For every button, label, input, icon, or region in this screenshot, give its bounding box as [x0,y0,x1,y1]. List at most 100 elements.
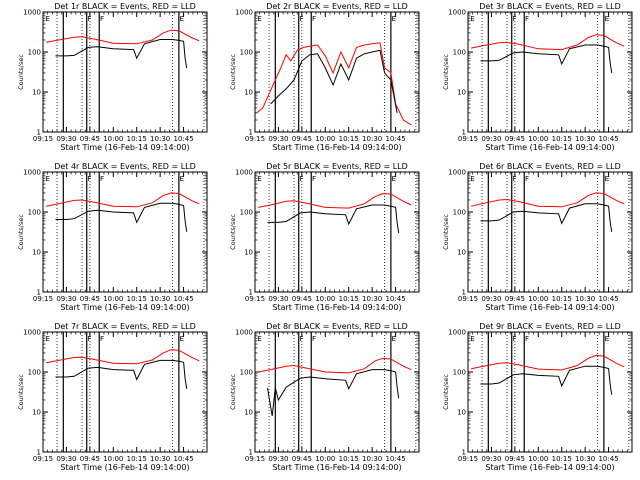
x-tick-label: 10:15 [339,455,359,463]
lld-rate-line [470,34,625,51]
y-tick-label: 1 [37,129,41,137]
y-tick-label: 1 [249,129,253,137]
x-tick-label: 09:30 [481,455,501,463]
x-tick-label: 09:45 [292,455,312,463]
lld-rate-line [470,354,625,371]
x-tick-label: 09:45 [80,135,100,143]
x-tick-label: 09:30 [268,295,288,303]
x-tick-label: 09:15 [33,135,53,143]
panel-title: Det 3r BLACK = Events, RED = LLD [479,2,621,11]
x-tick-label: 10:30 [362,295,382,303]
flag-label: E [470,15,474,23]
y-tick-label: 10 [244,89,253,97]
flag-label: F [100,15,104,23]
event-rate-line [480,365,613,395]
x-axis-label: Start Time (16-Feb-14 09:14:00) [60,303,189,312]
x-tick-label: 09:15 [33,455,53,463]
x-axis-label: Start Time (16-Feb-14 09:14:00) [60,463,189,472]
flag-label: E [180,15,184,23]
y-tick-label: 100 [240,369,253,377]
x-tick-label: 10:15 [127,135,147,143]
flag-label: E [45,175,49,183]
x-axis-label: Start Time (16-Feb-14 09:14:00) [485,463,614,472]
flag-label: F [513,175,517,183]
y-tick-label: 1000 [23,9,41,17]
y-axis-label: Counts/sec [442,54,450,90]
panel-title: Det 5r BLACK = Events, RED = LLD [266,162,408,171]
x-tick-label: 10:45 [385,455,405,463]
flag-label: E [605,335,609,343]
axes-frame [42,331,208,453]
x-tick-label: 10:00 [103,295,123,303]
flag-label: F [88,15,92,23]
axes-frame [42,171,208,293]
y-tick-label: 1000 [235,329,253,337]
x-tick-label: 10:00 [528,295,548,303]
x-axis-label: Start Time (16-Feb-14 09:14:00) [272,463,401,472]
flag-label: F [300,15,304,23]
event-rate-line [270,49,398,113]
flag-label: F [100,175,104,183]
flag-label: F [100,335,104,343]
y-tick-label: 10 [32,89,41,97]
x-tick-label: 10:45 [598,455,618,463]
event-rate-line [55,39,188,68]
axes-frame [467,171,633,293]
x-tick-label: 09:45 [505,295,525,303]
flag-label: E [392,15,396,23]
x-tick-label: 10:30 [150,135,170,143]
x-tick-label: 09:15 [33,295,53,303]
axes-frame [254,331,420,453]
flag-label: E [180,335,184,343]
y-axis-label: Counts/sec [17,374,25,410]
y-tick-label: 1000 [448,329,466,337]
x-tick-label: 10:15 [339,135,359,143]
x-tick-label: 10:45 [598,135,618,143]
flag-label: E [470,175,474,183]
x-axis-label: Start Time (16-Feb-14 09:14:00) [60,143,189,152]
x-tick-label: 10:00 [315,455,335,463]
x-tick-label: 10:45 [598,295,618,303]
y-tick-label: 1 [37,449,41,457]
flag-label: F [312,15,316,23]
y-tick-label: 10 [457,249,466,257]
y-tick-label: 1 [249,289,253,297]
lld-rate-line [46,192,200,208]
lld-rate-line [258,192,412,209]
y-tick-label: 1000 [23,329,41,337]
x-tick-label: 09:15 [245,295,265,303]
panel-title: Det 2r BLACK = Events, RED = LLD [266,2,408,11]
x-tick-label: 09:15 [245,135,265,143]
x-tick-label: 10:15 [552,295,572,303]
flag-label: E [45,335,49,343]
y-tick-label: 10 [244,249,253,257]
y-tick-label: 100 [28,49,41,57]
y-tick-label: 1000 [235,9,253,17]
flag-label: E [257,15,261,23]
y-axis-label: Counts/sec [17,214,25,250]
x-tick-label: 10:45 [385,135,405,143]
y-tick-label: 10 [457,89,466,97]
x-tick-label: 09:45 [505,135,525,143]
panel-title: Det 6r BLACK = Events, RED = LLD [479,162,621,171]
x-tick-label: 10:45 [173,295,193,303]
flag-label: F [525,175,529,183]
flag-label: E [392,175,396,183]
x-tick-label: 09:30 [268,455,288,463]
x-tick-label: 09:30 [481,295,501,303]
x-tick-label: 10:00 [528,455,548,463]
y-tick-label: 1 [249,449,253,457]
x-tick-label: 10:00 [528,135,548,143]
x-tick-label: 10:45 [173,455,193,463]
x-tick-label: 09:30 [56,455,76,463]
y-axis-label: Counts/sec [442,214,450,250]
flag-label: E [45,15,49,23]
x-axis-label: Start Time (16-Feb-14 09:14:00) [485,303,614,312]
panel-det-2: Det 2r BLACK = Events, RED = LLD E F F E 1 10 1… [229,2,420,152]
x-tick-label: 10:15 [339,295,359,303]
y-tick-label: 10 [457,409,466,417]
y-axis-label: Counts/sec [229,54,237,90]
y-tick-label: 10 [32,249,41,257]
x-tick-label: 10:30 [575,455,595,463]
axes-frame [254,11,420,133]
